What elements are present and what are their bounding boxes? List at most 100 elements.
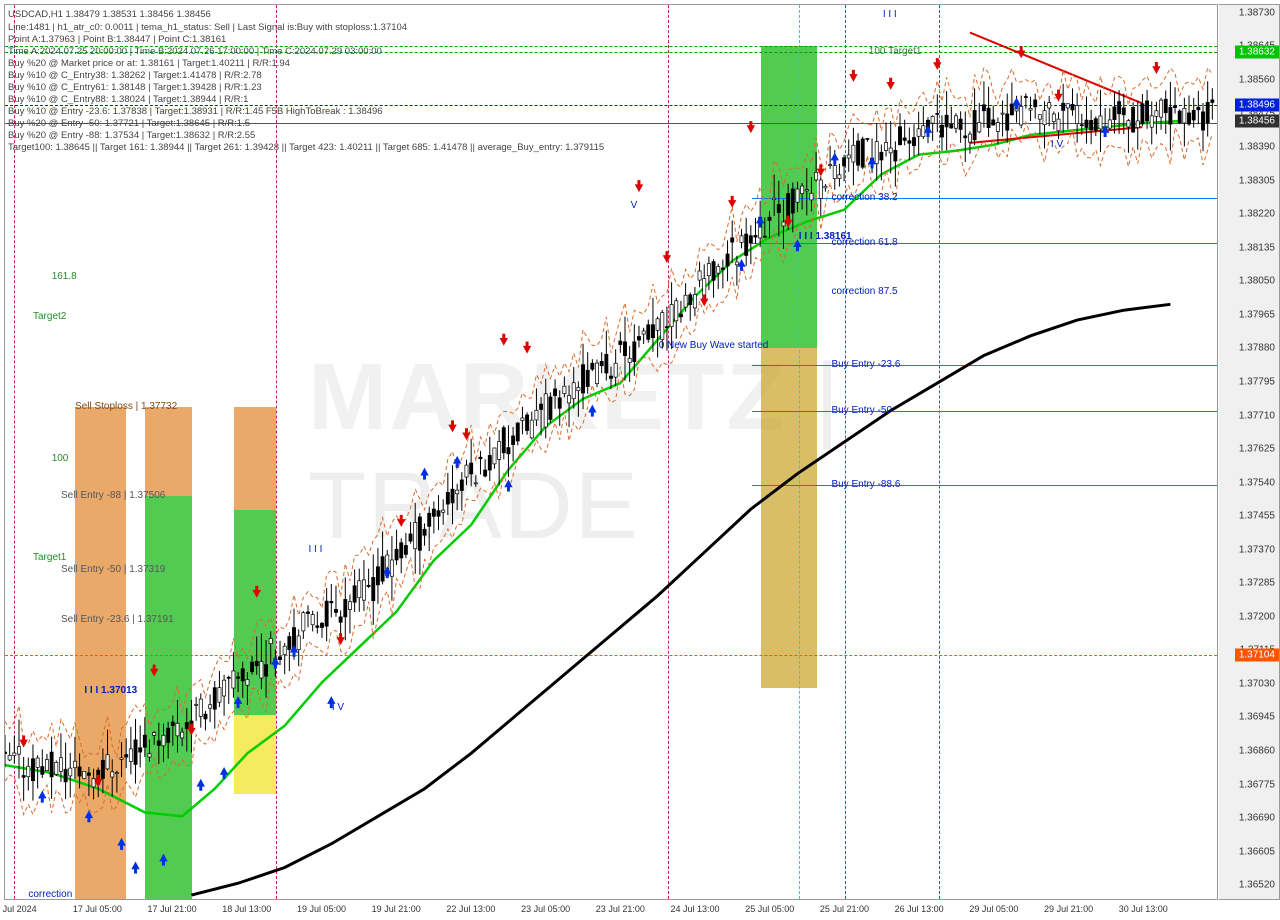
x-tick: 17 Jul 21:00	[148, 904, 197, 914]
zone-box	[145, 496, 192, 900]
y-tick: 1.36690	[1239, 813, 1275, 824]
chart-annotation: Buy Entry -23.6	[831, 359, 900, 370]
x-tick: 17 Jul 05:00	[73, 904, 122, 914]
chart-annotation: 0 New Buy Wave started	[659, 340, 769, 351]
vertical-line	[799, 5, 800, 899]
horizontal-line	[752, 485, 1217, 486]
chart-annotation: 100	[52, 453, 69, 464]
x-tick: 30 Jul 13:00	[1119, 904, 1168, 914]
y-tick: 1.37795	[1239, 376, 1275, 387]
x-tick: 24 Jul 13:00	[671, 904, 720, 914]
y-tick: 1.36520	[1239, 880, 1275, 891]
zone-box	[234, 715, 276, 794]
vertical-line	[939, 5, 940, 899]
x-tick: 16 Jul 2024	[0, 904, 37, 914]
x-tick: 18 Jul 13:00	[222, 904, 271, 914]
y-tick: 1.37285	[1239, 578, 1275, 589]
zone-box	[761, 348, 817, 687]
horizontal-line	[752, 243, 1217, 244]
header-info-line: Buy %10 @ C_Entry61: 1.38148 | Target:1.…	[8, 82, 262, 93]
horizontal-line	[752, 198, 1217, 199]
zone-box	[234, 510, 276, 715]
y-tick: 1.36860	[1239, 746, 1275, 757]
chart-annotation: V	[631, 200, 638, 211]
header-info-line: Point A:1.37963 | Point B:1.38447 | Poin…	[8, 34, 226, 45]
chart-annotation: correction 38.2	[831, 192, 897, 203]
chart-annotation: I I I 1.37013	[84, 685, 137, 696]
y-tick: 1.38050	[1239, 276, 1275, 287]
chart-annotation: Sell Entry -23.6 | 1.37191	[61, 614, 174, 625]
chart-annotation: 100 Target1	[869, 46, 922, 57]
chart-annotation: Target2	[33, 311, 66, 322]
x-tick: 29 Jul 05:00	[969, 904, 1018, 914]
header-info-line: Buy %10 @ C_Entry88: 1.38024 | Target:1.…	[8, 94, 248, 105]
y-tick: 1.36945	[1239, 712, 1275, 723]
y-tick: 1.36605	[1239, 846, 1275, 857]
chart-annotation: Buy Entry -50	[831, 405, 892, 416]
horizontal-line	[752, 365, 1217, 366]
y-tick: 1.38730	[1239, 7, 1275, 18]
y-tick: 1.37455	[1239, 511, 1275, 522]
y-tick: 1.37200	[1239, 611, 1275, 622]
header-info-line: Time A:2024.07.25 20:00:00 | Time B:2024…	[8, 46, 382, 57]
chart-annotation: Sell Entry -50 | 1.37319	[61, 564, 165, 575]
chart-annotation: I V	[1051, 139, 1063, 150]
y-tick: 1.38560	[1239, 74, 1275, 85]
price-tag: 1.38456	[1235, 115, 1279, 128]
chart-annotation: I V	[332, 702, 344, 713]
chart-annotation: correction 87.5	[831, 286, 897, 297]
chart-annotation: Target1	[33, 552, 66, 563]
vertical-line	[845, 5, 846, 899]
chart-plot-area[interactable]: MARKETZ | TRADE USDCAD,H1 1.38479 1.3853…	[4, 4, 1218, 900]
chart-annotation: Sell Stoploss | 1.37732	[75, 401, 177, 412]
price-tag: 1.38496	[1235, 99, 1279, 112]
x-tick: 26 Jul 13:00	[895, 904, 944, 914]
chart-annotation: I I I 1.38161	[799, 231, 852, 242]
watermark: MARKETZ | TRADE	[308, 343, 914, 561]
vertical-line	[276, 5, 277, 899]
y-axis: 1.387301.386451.385601.384751.383901.383…	[1219, 4, 1280, 900]
header-info-line: Buy %20 @ Entry -50: 1.37721 | Target:1.…	[8, 118, 250, 129]
zone-box	[234, 407, 276, 510]
x-tick: 19 Jul 21:00	[372, 904, 421, 914]
horizontal-line	[752, 411, 1217, 412]
zone-box	[75, 407, 126, 900]
price-tag: 1.38632	[1235, 45, 1279, 58]
price-tag: 1.37104	[1235, 648, 1279, 661]
y-tick: 1.37625	[1239, 444, 1275, 455]
y-tick: 1.36775	[1239, 779, 1275, 790]
header-info-line: Buy %10 @ Entry -23.6: 1.37838 | Target:…	[8, 106, 383, 117]
chart-annotation: correction	[28, 889, 72, 900]
watermark-a: MARKETZ	[308, 344, 786, 450]
vertical-line	[668, 5, 669, 899]
y-tick: 1.38305	[1239, 175, 1275, 186]
y-tick: 1.37030	[1239, 678, 1275, 689]
header-info-line: Line:1481 | h1_atr_c0: 0.0011 | tema_h1_…	[8, 22, 407, 33]
y-tick: 1.37540	[1239, 477, 1275, 488]
x-tick: 25 Jul 21:00	[820, 904, 869, 914]
y-tick: 1.38220	[1239, 209, 1275, 220]
x-tick: 19 Jul 05:00	[297, 904, 346, 914]
x-tick: 22 Jul 13:00	[446, 904, 495, 914]
zone-box	[145, 407, 192, 496]
x-tick: 23 Jul 05:00	[521, 904, 570, 914]
y-tick: 1.38390	[1239, 142, 1275, 153]
x-tick: 25 Jul 05:00	[745, 904, 794, 914]
chart-annotation: Buy Entry -88.6	[831, 479, 900, 490]
x-axis: 16 Jul 202417 Jul 05:0017 Jul 21:0018 Ju…	[4, 902, 1218, 920]
header-info-line: Buy %20 @ Entry -88: 1.37534 | Target:1.…	[8, 130, 255, 141]
y-tick: 1.37965	[1239, 309, 1275, 320]
chart-annotation: I I I	[883, 9, 897, 20]
header-info-line: USDCAD,H1 1.38479 1.38531 1.38456 1.3845…	[8, 9, 211, 20]
chart-annotation: Sell Entry -88 | 1.37506	[61, 490, 165, 501]
y-tick: 1.38135	[1239, 242, 1275, 253]
header-info-line: Target100: 1.38645 || Target 161: 1.3894…	[8, 142, 604, 153]
y-tick: 1.37880	[1239, 343, 1275, 354]
header-info-line: Buy %20 @ Market price or at: 1.38161 | …	[8, 58, 290, 69]
header-info-line: Buy %10 @ C_Entry38: 1.38262 | Target:1.…	[8, 70, 262, 81]
horizontal-line	[5, 655, 1217, 656]
x-tick: 23 Jul 21:00	[596, 904, 645, 914]
x-tick: 29 Jul 21:00	[1044, 904, 1093, 914]
y-tick: 1.37370	[1239, 544, 1275, 555]
chart-annotation: I I I	[309, 544, 323, 555]
